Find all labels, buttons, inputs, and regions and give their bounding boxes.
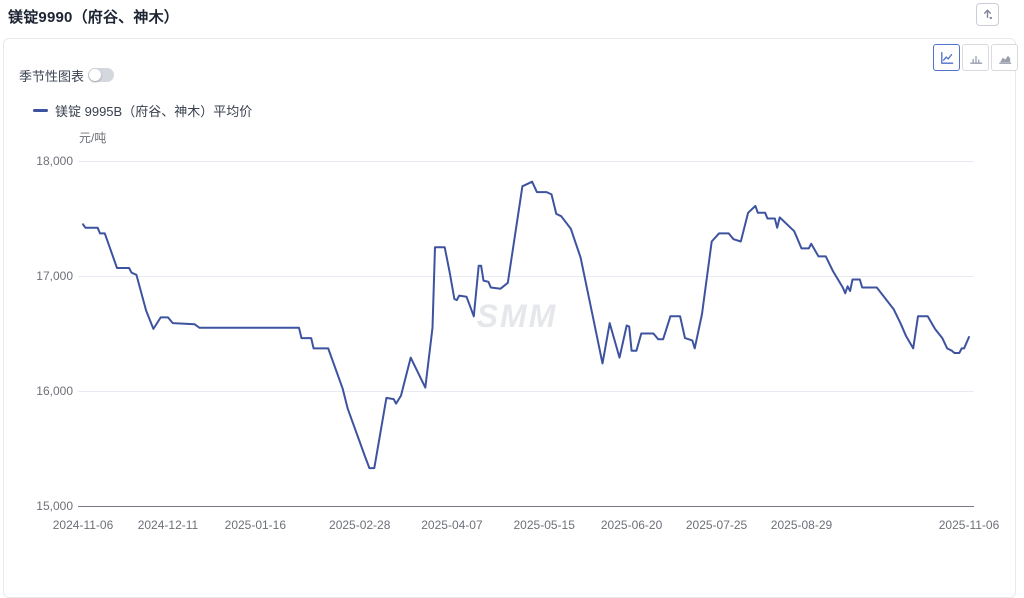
smm-watermark: SMM <box>476 298 558 334</box>
x-tick-label: 2024-12-11 <box>137 518 199 532</box>
seasonal-toggle-label: 季节性图表 <box>19 69 85 84</box>
x-axis-line <box>78 506 974 507</box>
toggle-knob <box>89 69 101 81</box>
export-button[interactable] <box>976 3 999 26</box>
seasonal-toggle[interactable] <box>88 68 114 82</box>
area-chart-icon <box>998 55 1011 64</box>
x-tick-label: 2024-11-06 <box>52 518 114 532</box>
x-tick-label: 2025-05-15 <box>513 518 575 532</box>
x-tick-label: 2025-08-29 <box>770 518 833 532</box>
legend-line-marker <box>33 109 48 112</box>
bar-chart-icon <box>969 55 982 64</box>
x-tick-label: 2025-11-06 <box>938 518 1000 532</box>
legend-label: 镁锭 9995B（府谷、神木）平均价 <box>55 104 253 119</box>
chart-card: 季节性图表 镁 <box>3 38 1018 598</box>
export-arrow-up-icon <box>983 9 992 19</box>
price-chart[interactable]: 元/吨 SMM 15,000 16,000 17,000 18,000 2024-11-… <box>4 39 1017 584</box>
price-line-series <box>82 180 970 470</box>
y-tick-label: 18,000 <box>36 154 73 168</box>
x-tick-label: 2025-01-16 <box>224 518 287 532</box>
chart-type-bar-button[interactable] <box>962 44 989 71</box>
x-tick-label: 2025-02-28 <box>329 518 391 532</box>
x-tick-label: 2025-04-07 <box>421 518 483 532</box>
legend[interactable]: 镁锭 9995B（府谷、神木）平均价 <box>33 101 252 120</box>
y-tick-label: 17,000 <box>36 269 73 283</box>
x-tick-label: 2025-06-20 <box>600 518 663 532</box>
chart-type-line-button[interactable] <box>933 44 960 71</box>
line-chart-icon <box>940 51 953 64</box>
x-tick-label: 2025-07-25 <box>685 518 748 532</box>
y-tick-label: 15,000 <box>36 499 73 513</box>
gridline <box>78 391 974 392</box>
page-title: 镁锭9990（府谷、神木） <box>8 9 179 26</box>
gridline <box>78 276 974 277</box>
y-tick-label: 16,000 <box>36 384 73 398</box>
gridline <box>78 161 974 162</box>
chart-type-area-button[interactable] <box>991 44 1018 71</box>
y-axis-unit: 元/吨 <box>79 131 107 145</box>
